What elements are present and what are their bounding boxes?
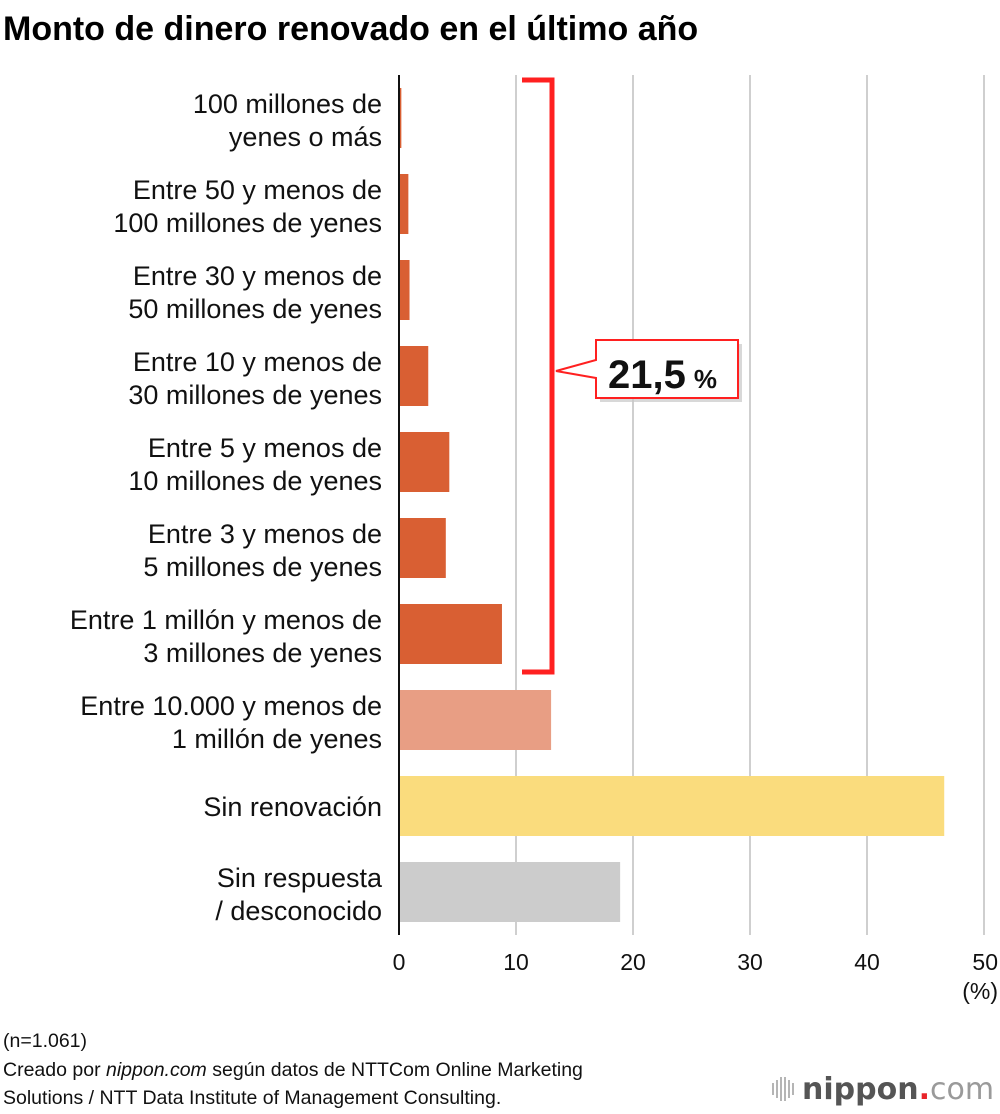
chart-title: Monto de dinero renovado en el último añ… — [3, 10, 698, 48]
bar — [399, 432, 450, 492]
category-label: / desconocido — [215, 896, 382, 926]
bar — [399, 862, 621, 922]
source-prefix: Creado por — [3, 1059, 106, 1081]
source-rest: según datos de NTTCom Online Marketing — [207, 1059, 583, 1081]
callout-unit: % — [694, 364, 717, 394]
callout-value-text: 21,5% — [608, 353, 717, 397]
category-label: Sin renovación — [203, 792, 382, 822]
source-site: nippon.com — [106, 1059, 207, 1081]
category-label: 100 millones de — [193, 89, 382, 119]
category-label: Entre 30 y menos de — [133, 261, 382, 291]
callout-bubble — [555, 339, 739, 399]
x-tick-labels: 0 10 20 30 40 50 — [393, 922, 998, 975]
bars — [399, 88, 945, 922]
x-tick-label: 10 — [503, 949, 529, 975]
x-tick-label: 50 — [972, 949, 998, 975]
x-tick-label: 30 — [737, 949, 763, 975]
category-label: Entre 10.000 y menos de — [80, 691, 382, 721]
bracket-annotation: 21,5% — [522, 77, 742, 675]
logo-text: nippon.com — [802, 1072, 994, 1107]
category-label: 5 millones de yenes — [143, 552, 382, 582]
logo-main: nippon — [802, 1072, 919, 1107]
x-unit-label: (%) — [962, 978, 998, 1004]
x-tick-label: 20 — [620, 949, 646, 975]
bar — [399, 174, 409, 234]
bar — [399, 690, 552, 750]
bar — [399, 260, 410, 320]
category-label: 50 millones de yenes — [128, 294, 382, 324]
bar — [399, 518, 446, 578]
category-label: Entre 5 y menos de — [148, 433, 382, 463]
nippon-logo: nippon.com — [772, 1072, 994, 1107]
category-label: yenes o más — [229, 122, 382, 152]
bar — [399, 604, 502, 664]
bar — [399, 776, 945, 836]
sample-size-note: (n=1.061) — [3, 1030, 87, 1052]
category-label: Sin respuesta — [217, 863, 383, 893]
bracket-line — [522, 77, 555, 675]
logo-dot: . — [919, 1072, 930, 1107]
category-label: Entre 10 y menos de — [133, 347, 382, 377]
category-label: 30 millones de yenes — [128, 380, 382, 410]
source-note-line2: Solutions / NTT Data Institute of Manage… — [3, 1087, 501, 1109]
x-tick-label: 40 — [854, 949, 880, 975]
callout-value: 21,5 — [608, 353, 686, 397]
source-note-line1: Creado por nippon.com según datos de NTT… — [3, 1059, 583, 1081]
category-label: Entre 50 y menos de — [133, 175, 382, 205]
category-label: Entre 1 millón y menos de — [70, 605, 382, 635]
category-label: 100 millones de yenes — [113, 208, 382, 238]
callout-box: 21,5% — [555, 339, 742, 402]
logo-suffix: com — [930, 1072, 994, 1107]
category-label: 3 millones de yenes — [143, 638, 382, 668]
x-tick-label: 0 — [393, 949, 406, 975]
bar — [399, 346, 429, 406]
category-label: 10 millones de yenes — [128, 466, 382, 496]
logo-bars-icon — [772, 1077, 794, 1101]
category-label: 1 millón de yenes — [172, 724, 382, 754]
category-label: Entre 3 y menos de — [148, 519, 382, 549]
bar — [399, 88, 402, 148]
